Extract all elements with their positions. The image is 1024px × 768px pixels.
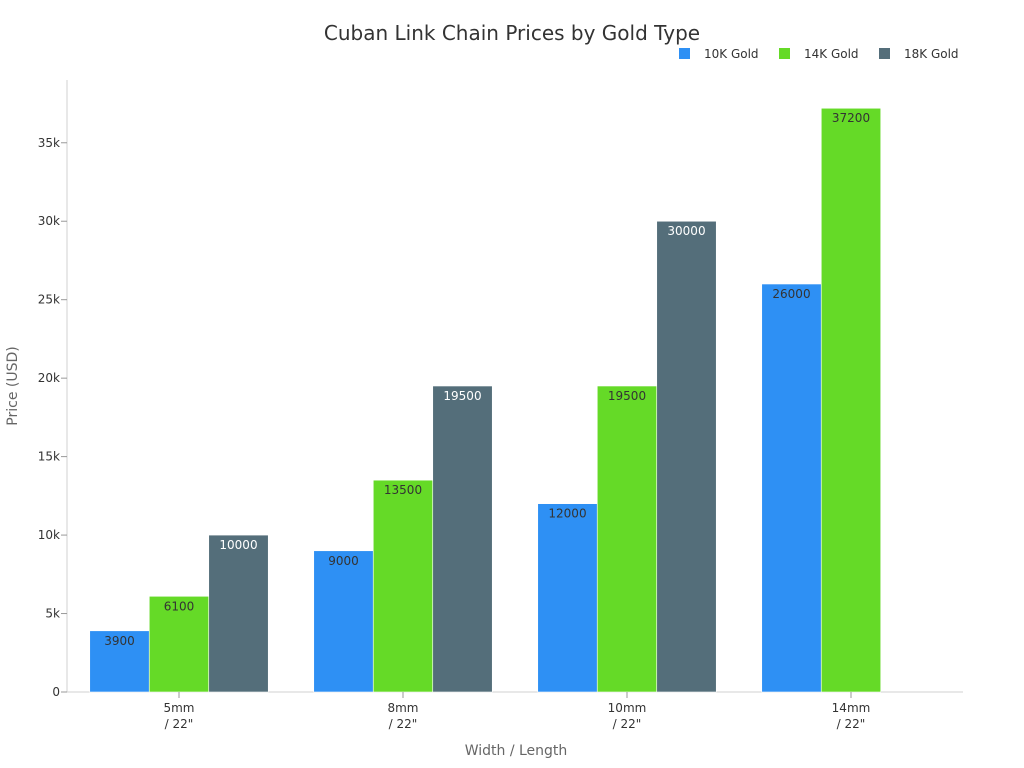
y-tick-label: 25k bbox=[38, 293, 60, 307]
y-tick-label: 0 bbox=[52, 685, 60, 699]
x-tick-label: 8mm bbox=[387, 701, 418, 715]
data-label: 26000 bbox=[772, 287, 810, 301]
y-axis-ticks: 0 5k 10k 15k 20k 25k 30k 35k bbox=[38, 136, 67, 699]
data-label: 3900 bbox=[104, 634, 135, 648]
x-tick-label: 14mm bbox=[832, 701, 871, 715]
data-label: 10000 bbox=[219, 538, 257, 552]
data-label: 37200 bbox=[832, 111, 870, 125]
bar bbox=[148, 595, 210, 693]
legend: 10K Gold 14K Gold 18K Gold bbox=[679, 47, 959, 61]
y-tick-label: 30k bbox=[38, 214, 60, 228]
y-tick-label: 15k bbox=[38, 450, 60, 464]
bar bbox=[432, 385, 493, 693]
data-label: 19500 bbox=[443, 389, 481, 403]
data-label: 6100 bbox=[164, 599, 195, 613]
y-tick-label: 35k bbox=[38, 136, 60, 150]
bar bbox=[761, 283, 822, 693]
data-labels: 3900 6100 10000 9000 13500 19500 12000 19500 300… bbox=[104, 111, 870, 648]
bar bbox=[372, 479, 434, 693]
bar bbox=[820, 107, 882, 693]
data-label: 13500 bbox=[384, 483, 422, 497]
bar bbox=[208, 534, 269, 693]
y-tick-label: 10k bbox=[38, 528, 60, 542]
bar bbox=[313, 550, 374, 693]
y-tick-label: 5k bbox=[45, 607, 60, 621]
bar bbox=[537, 503, 598, 693]
data-label: 12000 bbox=[548, 507, 586, 521]
legend-label: 10K Gold bbox=[704, 47, 759, 61]
x-tick-label: 10mm bbox=[608, 701, 647, 715]
bars bbox=[89, 107, 882, 693]
legend-swatch bbox=[879, 48, 890, 59]
x-axis-ticks: 5mm / 22" 8mm / 22" 10mm / 22" 14mm / 22" bbox=[163, 692, 870, 731]
x-tick-label: 5mm bbox=[163, 701, 194, 715]
x-tick-label: / 22" bbox=[389, 717, 418, 731]
x-tick-label: / 22" bbox=[165, 717, 194, 731]
bar bbox=[596, 385, 658, 693]
legend-label: 14K Gold bbox=[804, 47, 859, 61]
y-axis-title: Price (USD) bbox=[5, 346, 21, 425]
legend-swatch bbox=[679, 48, 690, 59]
data-label: 9000 bbox=[328, 554, 359, 568]
data-label: 30000 bbox=[667, 224, 705, 238]
legend-label: 18K Gold bbox=[904, 47, 959, 61]
chart-title: Cuban Link Chain Prices by Gold Type bbox=[324, 21, 700, 45]
legend-swatch bbox=[779, 48, 790, 59]
x-tick-label: / 22" bbox=[837, 717, 866, 731]
data-label: 19500 bbox=[608, 389, 646, 403]
bar bbox=[656, 220, 717, 693]
x-axis-title: Width / Length bbox=[465, 743, 568, 759]
y-tick-label: 20k bbox=[38, 371, 60, 385]
x-tick-label: / 22" bbox=[613, 717, 642, 731]
